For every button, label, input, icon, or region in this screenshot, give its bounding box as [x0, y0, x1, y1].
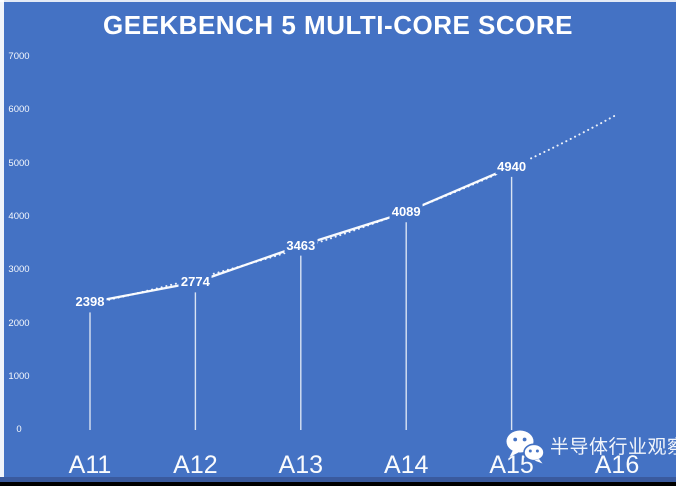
- watermark-text: 半导体行业观察: [550, 436, 676, 458]
- left-edge-border: [0, 0, 4, 481]
- data-label: 4940: [495, 158, 529, 174]
- x-axis-label: A16: [594, 451, 640, 479]
- y-tick-label: 7000: [8, 50, 30, 62]
- y-tick-label: 0: [16, 424, 22, 436]
- data-label: 2774: [178, 274, 212, 290]
- wechat-icon: [506, 430, 545, 464]
- x-axis-label: A14: [383, 451, 429, 479]
- footer-band: [0, 477, 676, 482]
- footer-bar: [0, 482, 676, 486]
- y-tick-label: 1000: [8, 370, 30, 382]
- trendline-dotted: [89, 113, 618, 305]
- x-axis-label: A12: [173, 451, 218, 479]
- data-label: 4089: [389, 204, 423, 220]
- chart-title: GEEKBENCH 5 MULTI-CORE SCORE: [103, 10, 573, 40]
- y-tick-label: 6000: [8, 104, 30, 116]
- watermark: 半导体行业观察: [504, 429, 676, 465]
- x-axis-label: A11: [68, 451, 112, 479]
- x-axis-label: A13: [278, 451, 324, 479]
- y-tick-label: 5000: [8, 157, 30, 169]
- data-label: 3463: [284, 237, 318, 253]
- y-tick-label: 3000: [8, 264, 30, 276]
- data-label: 2398: [73, 294, 107, 310]
- y-tick-label: 4000: [8, 210, 30, 222]
- y-tick-label: 2000: [8, 317, 30, 329]
- top-edge-border: [0, 0, 676, 2]
